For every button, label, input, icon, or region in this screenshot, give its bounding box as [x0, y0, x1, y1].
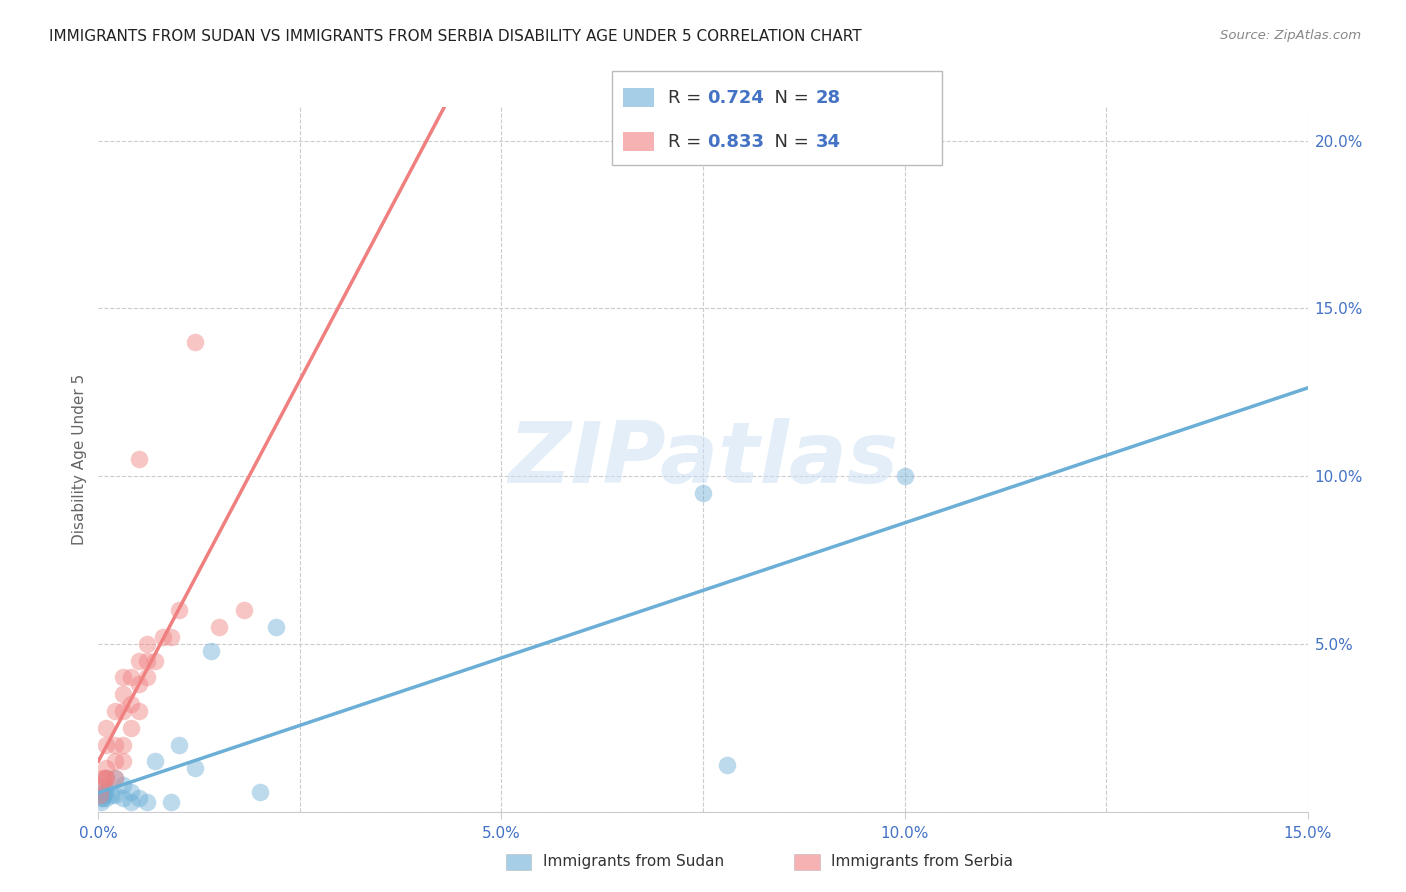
Point [208, 620, 231, 634]
Point [200, 643, 222, 657]
Text: N =: N = [763, 88, 815, 106]
Point [152, 630, 174, 644]
Point [103, 755, 125, 769]
Point [111, 687, 134, 701]
Point [893, 469, 915, 483]
Point [249, 784, 271, 798]
Text: 0.833: 0.833 [707, 133, 765, 151]
Point [135, 637, 157, 651]
Point [143, 755, 166, 769]
Point [167, 738, 190, 752]
Text: 28: 28 [815, 88, 841, 106]
Point [160, 630, 183, 644]
Point [90, 795, 112, 809]
Point [89, 788, 111, 802]
Point [96, 784, 118, 798]
Point [94, 771, 117, 785]
Point [111, 704, 134, 718]
Point [184, 761, 207, 775]
Point [167, 603, 190, 617]
Point [103, 738, 125, 752]
Point [128, 791, 150, 805]
Point [90, 778, 112, 792]
Text: 34: 34 [815, 133, 841, 151]
Point [128, 677, 150, 691]
Y-axis label: Disability Age Under 5: Disability Age Under 5 [72, 374, 87, 545]
Text: N =: N = [763, 133, 815, 151]
Point [128, 452, 150, 467]
Point [96, 738, 118, 752]
Text: Immigrants from Serbia: Immigrants from Serbia [831, 855, 1012, 869]
Point [111, 755, 134, 769]
Point [128, 704, 150, 718]
Point [120, 784, 142, 798]
Text: Immigrants from Sudan: Immigrants from Sudan [543, 855, 724, 869]
Point [135, 671, 157, 685]
Point [264, 620, 287, 634]
Point [100, 788, 122, 802]
Point [96, 771, 118, 785]
Point [91, 791, 114, 805]
Point [103, 704, 125, 718]
Point [96, 791, 118, 805]
Point [93, 784, 115, 798]
Point [111, 738, 134, 752]
Point [103, 771, 125, 785]
Point [135, 795, 157, 809]
Point [128, 654, 150, 668]
Point [96, 721, 118, 735]
Point [160, 795, 183, 809]
Point [111, 671, 134, 685]
Point [120, 698, 142, 712]
Text: ZIPatlas: ZIPatlas [508, 417, 898, 501]
Point [232, 603, 254, 617]
Point [111, 791, 134, 805]
Point [120, 795, 142, 809]
Text: 0.724: 0.724 [707, 88, 763, 106]
Point [103, 771, 125, 785]
Point [96, 761, 118, 775]
Point [96, 771, 118, 785]
Point [135, 654, 157, 668]
Point [716, 757, 738, 772]
Point [184, 334, 207, 349]
Text: IMMIGRANTS FROM SUDAN VS IMMIGRANTS FROM SERBIA DISABILITY AGE UNDER 5 CORRELATI: IMMIGRANTS FROM SUDAN VS IMMIGRANTS FROM… [49, 29, 862, 44]
Point [143, 654, 166, 668]
Point [103, 788, 125, 802]
Point [120, 671, 142, 685]
Point [692, 486, 714, 500]
Text: R =: R = [668, 88, 707, 106]
Point [94, 781, 117, 796]
Point [111, 778, 134, 792]
Point [91, 771, 114, 785]
Text: R =: R = [668, 133, 707, 151]
Text: Source: ZipAtlas.com: Source: ZipAtlas.com [1220, 29, 1361, 42]
Point [90, 791, 112, 805]
Point [91, 788, 114, 802]
Point [120, 721, 142, 735]
